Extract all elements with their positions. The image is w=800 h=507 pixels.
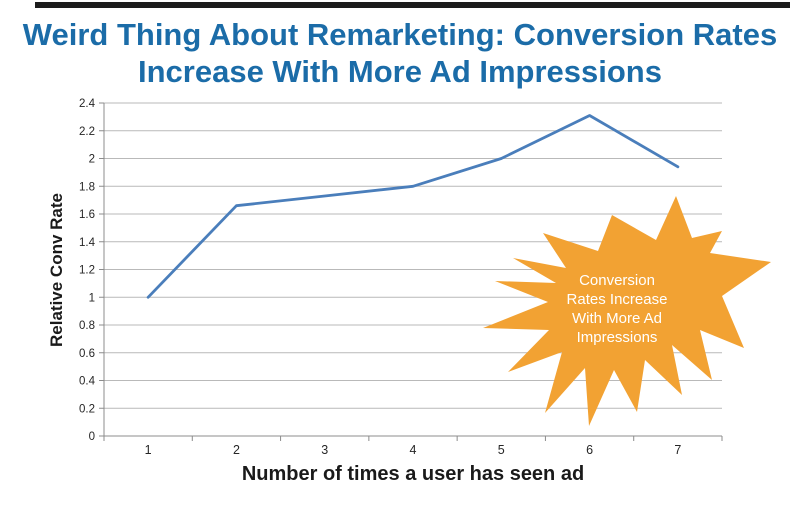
- y-tick-label: 0: [89, 431, 95, 443]
- axis-tick-labels: 0 0.2 0.4 0.6 0.8 1 1.2 1.4 1.6 1.8 2 2.2 2.4 1 2 3 4 5 6 7: [79, 98, 681, 457]
- y-tick-label: 0.2: [79, 403, 95, 415]
- x-tick-label: 7: [674, 443, 681, 457]
- x-tick-label: 3: [321, 443, 328, 457]
- x-tick-label: 6: [586, 443, 593, 457]
- y-tick-label: 2: [89, 154, 95, 166]
- starburst-text: Conversion Rates Increase With More Ad I…: [566, 272, 668, 346]
- x-axis-title: Number of times a user has seen ad: [241, 463, 585, 485]
- y-tick-label: 0.6: [79, 348, 95, 360]
- x-tick-label: 4: [410, 443, 417, 457]
- y-tick-label: 2.2: [79, 126, 95, 138]
- y-tick-label: 1.2: [79, 265, 95, 277]
- y-axis-title: Relative Conv Rate: [47, 193, 66, 347]
- y-tick-label: 1.6: [79, 209, 95, 221]
- starburst-shape: [483, 196, 771, 426]
- y-tick-label: 2.4: [79, 98, 96, 110]
- x-tick-label: 5: [498, 443, 505, 457]
- y-tick-label: 1: [89, 292, 95, 304]
- conversion-rate-line: [146, 114, 680, 299]
- page-title: Weird Thing About Remarketing: Conversio…: [22, 17, 778, 89]
- y-tick-label: 1.8: [79, 181, 95, 193]
- y-tick-label: 1.4: [79, 237, 96, 249]
- axis-ticks: [99, 102, 723, 441]
- x-tick-label: 1: [145, 443, 152, 457]
- x-tick-label: 2: [233, 443, 240, 457]
- y-tick-label: 0.8: [79, 320, 95, 332]
- y-tick-label: 0.4: [79, 376, 96, 388]
- top-border-bar: [35, 2, 790, 8]
